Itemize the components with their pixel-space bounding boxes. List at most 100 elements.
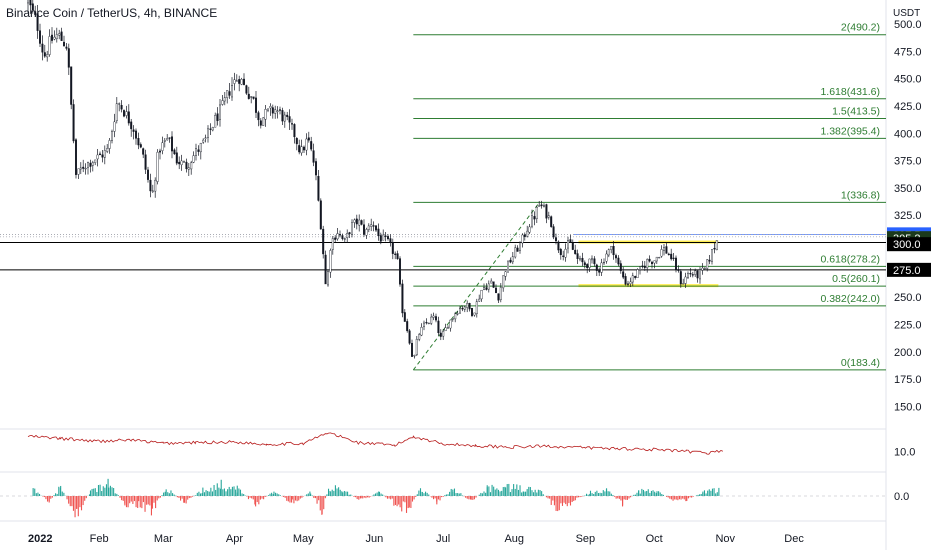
indicator-2-bar <box>686 496 688 501</box>
indicator-2-bar <box>413 496 415 500</box>
indicator-2-bar <box>273 491 275 496</box>
indicator-2-bar <box>366 496 369 498</box>
indicator-2-bar <box>682 496 684 499</box>
candle-body <box>187 167 190 170</box>
candle-body <box>461 308 464 310</box>
candle-body <box>591 258 594 261</box>
candle-body <box>199 143 202 153</box>
indicator-2-bar <box>82 496 84 506</box>
indicator-2-bar <box>138 496 140 502</box>
candle-body <box>82 166 85 169</box>
candle-body <box>29 0 32 6</box>
indicator-2-bar <box>710 490 712 496</box>
indicator-2-bar <box>203 492 206 496</box>
candle-body <box>435 316 438 321</box>
candle-body <box>437 320 440 334</box>
indicator-2-bar <box>437 496 439 500</box>
candle-body <box>504 271 507 277</box>
indicator-2-bar <box>472 496 474 500</box>
indicator-2-bar <box>323 496 325 510</box>
indicator-2-bar <box>493 486 495 496</box>
indicator-2-bar <box>662 494 664 496</box>
candle-body <box>511 256 514 263</box>
candle-body <box>115 103 118 121</box>
candle-body <box>89 162 92 167</box>
indicator-2-bar <box>511 489 513 496</box>
candle-body <box>411 342 414 357</box>
indicator-2-bar <box>333 490 335 496</box>
indicator-2-bar <box>420 491 422 496</box>
candle-body <box>341 235 344 239</box>
indicator-2-bar <box>374 493 377 496</box>
indicator-2-bar <box>656 491 658 496</box>
price-axis-tick-label: 175.0 <box>894 374 922 386</box>
indicator-2-bar <box>658 491 660 496</box>
indicator-2-bar <box>396 496 398 507</box>
candle-body <box>84 167 87 170</box>
indicator-2-bar <box>311 495 313 496</box>
indicator-2-bar <box>196 492 198 496</box>
candle-body <box>646 259 649 269</box>
indicator-2-bar <box>674 496 676 500</box>
candle-body <box>466 303 469 308</box>
indicator-2-bar <box>139 496 141 508</box>
candle-body <box>295 138 298 145</box>
indicator-2-bar <box>99 484 101 496</box>
indicator-2-bar <box>491 484 493 496</box>
indicator-2-bar <box>205 490 207 496</box>
indicator-2-bar <box>485 492 487 496</box>
candle-body <box>86 162 89 168</box>
indicator-2-bar <box>526 489 528 496</box>
indicator-2-bar <box>370 496 372 497</box>
candle-body <box>264 109 267 120</box>
indicator-2-bar <box>596 490 598 496</box>
indicator-2-bar <box>483 491 485 496</box>
indicator-2-bar <box>252 496 254 500</box>
indicator-2-bar <box>444 495 446 496</box>
indicator-2-bar <box>573 496 575 501</box>
candle-body <box>291 123 294 125</box>
indicator-2: 0.0 <box>0 478 909 518</box>
candle-body <box>471 308 474 316</box>
indicator-2-bar <box>703 490 706 496</box>
candle-body <box>557 241 560 251</box>
indicator-2-bar <box>68 496 70 504</box>
indicator-2-bar <box>147 496 149 505</box>
candle-body <box>365 229 368 236</box>
candle-body <box>559 248 562 256</box>
time-axis-tick-label: Mar <box>154 533 173 545</box>
candle-body <box>569 239 572 243</box>
indicator-2-bar <box>195 495 197 496</box>
indicator-2-bar <box>341 491 343 496</box>
candle-body <box>394 253 397 255</box>
candle-body <box>444 327 447 332</box>
indicator-2-bar <box>529 487 531 496</box>
candle-body <box>499 287 502 300</box>
indicator-2-bar <box>646 491 648 496</box>
indicator-2-bar <box>156 496 158 501</box>
candle-body <box>27 0 30 4</box>
fib-level-label: 1.5(413.5) <box>832 106 880 118</box>
candle-body <box>307 137 310 141</box>
indicator-1-line <box>27 432 724 455</box>
indicator-2-bar <box>405 496 408 513</box>
indicator-2-bar <box>80 496 83 511</box>
indicator-2-bar <box>287 496 289 502</box>
candle-body <box>696 270 699 279</box>
indicator-2-bar <box>378 491 381 496</box>
indicator-2-bar <box>130 496 132 502</box>
indicator-2-bar <box>585 493 588 496</box>
candle-body <box>675 257 678 270</box>
indicator-2-bar <box>278 494 280 496</box>
indicator-2-bar <box>299 496 301 499</box>
candle-body <box>168 137 171 139</box>
indicator-2-bar <box>525 491 527 496</box>
indicator-2-bar <box>330 491 332 496</box>
indicator-2-bar <box>506 484 508 496</box>
candle-body <box>281 110 284 122</box>
candle-body <box>194 148 197 156</box>
indicator-2-bar <box>96 492 98 496</box>
candle-body <box>182 161 185 163</box>
candle-body <box>149 179 152 192</box>
